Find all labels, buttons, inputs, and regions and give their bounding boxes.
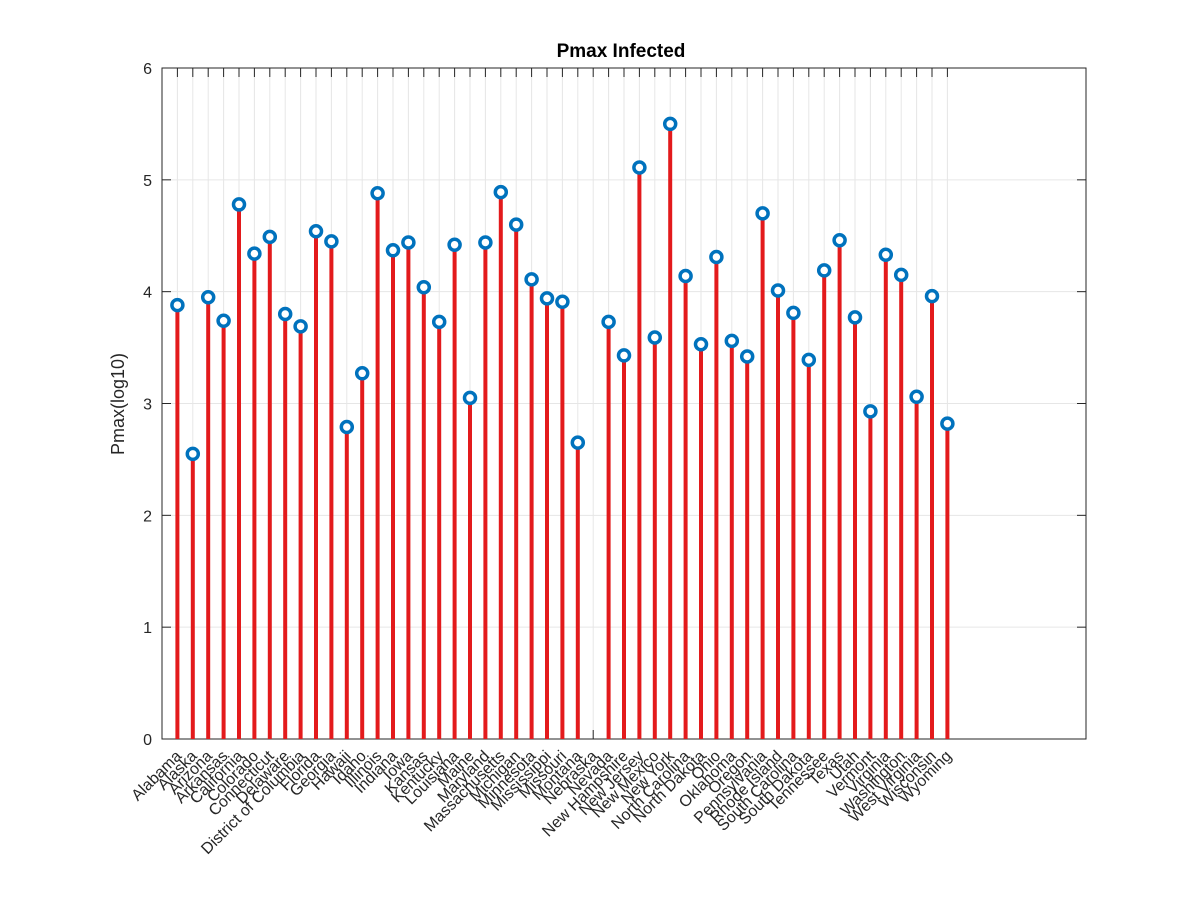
y-axis-label: Pmax(log10) xyxy=(108,353,128,455)
stem-marker xyxy=(755,206,770,221)
stem-marker xyxy=(739,349,755,364)
stem-marker xyxy=(401,235,416,250)
stem-marker xyxy=(709,249,724,265)
stem-marker xyxy=(293,319,308,334)
y-tick-label: 4 xyxy=(143,285,152,302)
stem-marker xyxy=(555,294,570,309)
chart-title: Pmax Infected xyxy=(557,41,686,62)
stem-marker xyxy=(447,237,462,252)
stem-marker xyxy=(216,313,231,328)
stem-marker xyxy=(478,235,493,250)
stem-marker xyxy=(354,366,370,381)
stem-marker xyxy=(324,234,339,249)
stem-marker xyxy=(678,268,693,284)
y-tick-label: 2 xyxy=(143,508,152,525)
stem-marker xyxy=(816,263,832,278)
stem-marker xyxy=(539,291,555,306)
stem-marker xyxy=(770,283,786,298)
y-tick-label: 5 xyxy=(143,173,152,190)
stem-marker xyxy=(308,224,324,239)
stem-marker xyxy=(878,247,894,263)
stem-marker xyxy=(863,404,878,419)
stem-marker xyxy=(832,232,847,248)
stem-marker xyxy=(924,288,940,304)
stem-marker xyxy=(616,348,632,363)
stem-marker xyxy=(940,416,955,431)
stem-marker xyxy=(262,229,278,245)
stem-marker xyxy=(786,305,801,321)
stem-marker xyxy=(632,160,647,175)
stem-marker xyxy=(847,310,863,325)
y-tick-labels: 0 1 2 3 4 5 6 xyxy=(143,61,152,749)
y-tick-label: 3 xyxy=(143,397,152,414)
stem-marker xyxy=(462,390,478,406)
stem-marker xyxy=(370,186,385,201)
stem-marker xyxy=(247,246,262,261)
stem-marker xyxy=(524,272,539,287)
stem-marker xyxy=(893,267,909,283)
stem-marker xyxy=(647,330,663,345)
stem-marker xyxy=(170,297,185,313)
stem-marker xyxy=(231,197,247,212)
x-tick-labels: AlabamaAlaskaArizonaArkansasCaliforniaCo… xyxy=(129,747,956,858)
stem-marker xyxy=(385,243,401,258)
stem-marker xyxy=(339,419,355,435)
stem-marker xyxy=(724,333,740,349)
stem-marker xyxy=(909,389,924,405)
y-tick-label: 1 xyxy=(143,620,152,637)
markers-layer xyxy=(170,116,955,462)
stem-marker xyxy=(601,314,616,330)
stem-marker xyxy=(570,435,586,450)
stem-marker xyxy=(493,184,509,200)
stem-marker xyxy=(801,352,817,368)
stem-marker xyxy=(200,290,216,305)
stem-marker xyxy=(277,306,293,322)
stems-layer xyxy=(175,123,950,739)
stem-marker xyxy=(693,336,709,352)
stem-marker xyxy=(662,116,678,132)
y-tick-label: 0 xyxy=(143,732,152,749)
stem-marker xyxy=(185,446,201,462)
stem-marker xyxy=(508,217,524,232)
stem-marker xyxy=(431,314,447,330)
y-tick-label: 6 xyxy=(143,61,152,78)
stem-marker xyxy=(416,279,432,295)
